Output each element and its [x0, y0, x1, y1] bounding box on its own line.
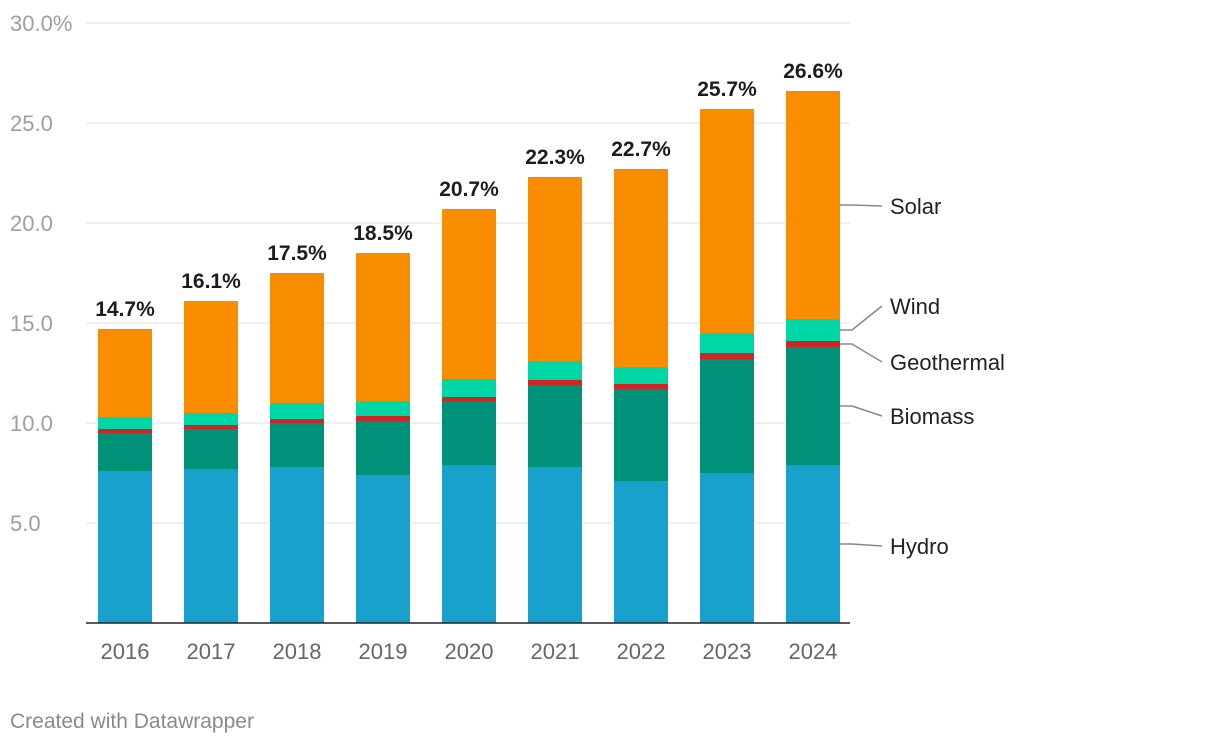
- x-tick-label: 2017: [187, 639, 236, 664]
- bar-segment-geothermal-2019: [356, 416, 410, 421]
- bar-segment-hydro-2016: [98, 471, 152, 623]
- bar-segment-geothermal-2020: [442, 397, 496, 401]
- x-tick-label: 2024: [789, 639, 838, 664]
- bar-segment-geothermal-2024: [786, 341, 840, 347]
- legend-leader-wind: [840, 305, 883, 331]
- bar-segment-biomass-2021: [528, 385, 582, 467]
- bar-segment-wind-2019: [356, 401, 410, 416]
- bar-segment-geothermal-2016: [98, 429, 152, 433]
- bar-segment-solar-2024: [786, 91, 840, 319]
- bar-segment-geothermal-2021: [528, 380, 582, 385]
- legend-label-hydro: Hydro: [890, 534, 949, 559]
- legend-label-geothermal: Geothermal: [890, 350, 1005, 375]
- bar-segment-wind-2023: [700, 333, 754, 353]
- total-label-2019: 18.5%: [353, 222, 413, 245]
- bar-segment-biomass-2022: [614, 389, 668, 481]
- bar-segment-solar-2018: [270, 273, 324, 403]
- legend-leader-biomass: [840, 405, 883, 417]
- x-tick-label: 2023: [703, 639, 752, 664]
- x-tick-label: 2019: [359, 639, 408, 664]
- legend-label-solar: Solar: [890, 194, 941, 219]
- x-tick-label: 2021: [531, 639, 580, 664]
- bar-segment-biomass-2024: [786, 347, 840, 465]
- bar-segment-geothermal-2023: [700, 353, 754, 359]
- total-labels: 14.7% 16.1% 17.5% 18.5% 20.7% 22.3% 22.7% 25.7%…: [95, 60, 843, 321]
- total-label-2023: 25.7%: [697, 78, 757, 101]
- bar-segment-hydro-2022: [614, 481, 668, 623]
- bar-segment-geothermal-2018: [270, 419, 324, 423]
- bar-segment-biomass-2018: [270, 423, 324, 467]
- legend: Hydro Biomass Geothermal Wind Solar: [840, 194, 1005, 559]
- bar-segment-solar-2019: [356, 253, 410, 401]
- total-label-2024: 26.6%: [783, 60, 843, 83]
- bar-segment-wind-2024: [786, 319, 840, 341]
- bar-segment-solar-2022: [614, 169, 668, 367]
- bar-segment-biomass-2020: [442, 401, 496, 465]
- x-tick-label: 2018: [273, 639, 322, 664]
- bar-segment-solar-2017: [184, 301, 238, 413]
- bar-segment-solar-2020: [442, 209, 496, 379]
- bar-segment-hydro-2018: [270, 467, 324, 623]
- footer-credit: Created with Datawrapper: [10, 710, 254, 733]
- total-label-2016: 14.7%: [95, 298, 155, 321]
- bar-segment-wind-2021: [528, 361, 582, 380]
- bars: [98, 91, 840, 623]
- x-tick-label: 2022: [617, 639, 666, 664]
- bar-segment-wind-2018: [270, 403, 324, 419]
- bar-segment-geothermal-2022: [614, 384, 668, 389]
- legend-leader-geothermal: [840, 343, 883, 363]
- y-tick-label: 20.0: [10, 211, 53, 236]
- bar-segment-biomass-2023: [700, 359, 754, 473]
- total-label-2020: 20.7%: [439, 178, 499, 201]
- legend-label-biomass: Biomass: [890, 404, 974, 429]
- x-axis: 2016 2017 2018 2019 2020 2021 2022 2023 2024: [86, 622, 850, 664]
- bar-segment-solar-2016: [98, 329, 152, 417]
- y-tick-label: 30.0%: [10, 11, 72, 36]
- bar-segment-hydro-2020: [442, 465, 496, 623]
- bar-segment-biomass-2019: [356, 421, 410, 475]
- legend-leader-solar: [840, 204, 883, 207]
- total-label-2018: 17.5%: [267, 242, 327, 265]
- bar-segment-solar-2023: [700, 109, 754, 333]
- bar-segment-hydro-2023: [700, 473, 754, 623]
- y-axis: 5.0 10.0 15.0 20.0 25.0 30.0%: [10, 11, 72, 536]
- bar-segment-wind-2020: [442, 379, 496, 397]
- bar-segment-hydro-2017: [184, 469, 238, 623]
- legend-leader-hydro: [840, 543, 883, 547]
- bar-segment-hydro-2024: [786, 465, 840, 623]
- total-label-2021: 22.3%: [525, 146, 585, 169]
- total-label-2022: 22.7%: [611, 138, 671, 161]
- total-label-2017: 16.1%: [181, 270, 241, 293]
- bar-segment-wind-2016: [98, 417, 152, 429]
- legend-label-wind: Wind: [890, 294, 940, 319]
- y-tick-label: 5.0: [10, 511, 41, 536]
- bar-segment-wind-2022: [614, 367, 668, 384]
- x-tick-label: 2020: [445, 639, 494, 664]
- bar-segment-hydro-2021: [528, 467, 582, 623]
- bar-segment-solar-2021: [528, 177, 582, 361]
- y-tick-label: 15.0: [10, 311, 53, 336]
- bar-segment-hydro-2019: [356, 475, 410, 623]
- y-tick-label: 10.0: [10, 411, 53, 436]
- bar-segment-biomass-2016: [98, 433, 152, 471]
- y-tick-label: 25.0: [10, 111, 53, 136]
- bar-segment-wind-2017: [184, 413, 238, 425]
- bar-segment-geothermal-2017: [184, 425, 238, 429]
- bar-segment-biomass-2017: [184, 429, 238, 469]
- x-tick-label: 2016: [101, 639, 150, 664]
